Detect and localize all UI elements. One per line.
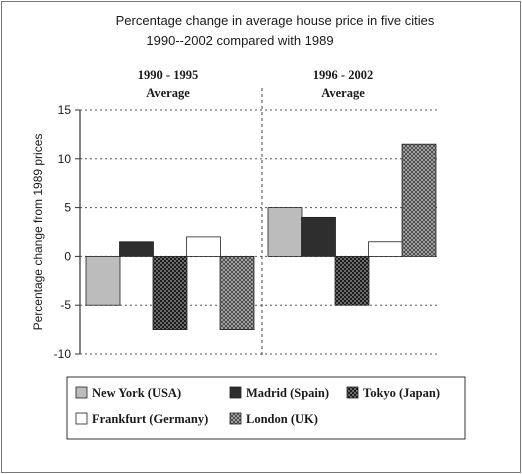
y-tick-label: 0 — [64, 249, 71, 263]
bar-new-york-usa-2 — [267, 207, 303, 257]
bar-tokyo-japan-1 — [152, 255, 188, 330]
legend-swatch — [75, 386, 88, 399]
legend-box — [66, 376, 466, 440]
bar-london-uk-1 — [219, 255, 255, 330]
y-tick-label: 5 — [64, 201, 71, 215]
bar-london-uk-2 — [401, 143, 437, 257]
y-axis-label: Percentage change from 1989 prices — [31, 134, 45, 331]
y-tick-labels: 15 10 5 0 -5 -10 — [54, 103, 72, 361]
legend-swatch — [346, 386, 359, 399]
category-1-line2: Average — [146, 86, 190, 100]
bar-madrid-spain-2 — [301, 216, 336, 257]
y-tick-label: 15 — [58, 103, 72, 117]
chart-title: Percentage change in average house price… — [116, 13, 435, 28]
bar-frankfurt-germany-1 — [186, 236, 221, 257]
bar-madrid-spain-1 — [119, 241, 154, 257]
y-tick-label: -5 — [60, 298, 71, 312]
bar-new-york-usa-1 — [85, 255, 121, 306]
legend-swatch — [229, 412, 242, 425]
legend: New York (USA) Madrid (Spain) Tokyo (Japan… — [75, 386, 440, 426]
legend-swatch — [75, 412, 88, 425]
bar-tokyo-japan-2 — [334, 255, 370, 306]
bars — [85, 143, 437, 330]
legend-label: New York (USA) — [92, 386, 181, 400]
legend-label: Frankfurt (Germany) — [92, 412, 208, 426]
legend-swatch — [229, 386, 242, 399]
category-2-line1: 1996 - 2002 — [313, 68, 373, 82]
legend-label: Tokyo (Japan) — [363, 386, 440, 400]
y-tick-label: -10 — [54, 347, 72, 361]
bar-frankfurt-germany-2 — [368, 241, 403, 257]
chart-subtitle: 1990--2002 compared with 1989 — [146, 33, 333, 48]
y-tick-label: 10 — [58, 152, 72, 166]
legend-label: London (UK) — [246, 412, 318, 426]
category-2-line2: Average — [321, 86, 365, 100]
legend-label: Madrid (Spain) — [246, 386, 329, 400]
gridlines — [75, 109, 437, 355]
category-1-line1: 1990 - 1995 — [138, 68, 198, 82]
